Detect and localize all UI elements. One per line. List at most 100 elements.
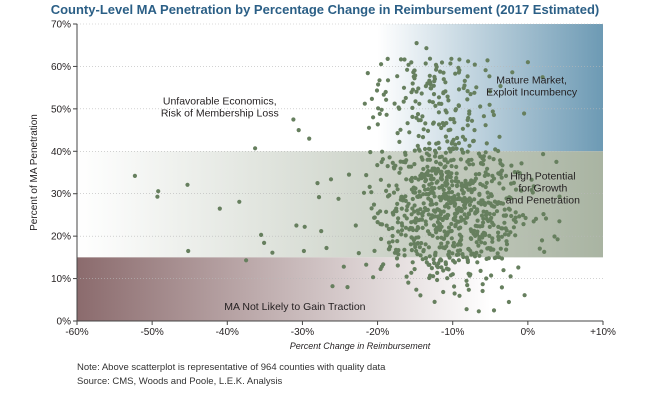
data-point [443,134,448,139]
data-point [423,242,428,247]
data-point [443,89,448,94]
data-point [385,56,390,62]
data-point [423,121,428,126]
data-point [477,191,482,196]
data-point [402,213,407,218]
data-point [384,223,389,228]
data-point [456,252,461,257]
data-point [520,213,526,218]
data-point [471,138,476,143]
data-point [465,123,470,128]
data-point [446,225,452,230]
data-point [431,214,436,219]
data-point [500,226,505,231]
data-point [482,173,487,178]
data-point [495,251,500,256]
data-point [483,123,488,128]
data-point [478,104,483,109]
data-point [372,248,377,253]
data-point [406,201,411,206]
data-point [451,146,456,152]
data-point [429,181,434,186]
band-high-potential [77,151,603,258]
data-point [479,198,484,203]
data-point [356,251,361,256]
data-point [513,233,518,238]
data-point [445,160,450,165]
data-point [501,268,506,273]
data-point [455,135,460,141]
data-point [392,208,397,214]
data-point [478,161,484,166]
data-point [449,171,454,176]
data-point [262,240,267,245]
data-point [454,207,459,212]
data-point [461,217,466,222]
data-point [449,141,454,146]
data-point [516,265,521,270]
data-point [480,282,485,287]
data-point [336,196,341,201]
data-point [270,250,275,255]
data-point [409,270,414,275]
data-point [378,177,383,182]
data-point [491,176,497,181]
data-point [410,196,415,202]
data-point [483,184,488,190]
annotation-high-potential-line: and Penetration [506,194,580,206]
data-point [487,233,492,238]
data-point [291,117,296,122]
data-point [507,207,512,212]
y-tick-label: 50% [51,104,71,115]
data-point [437,146,442,151]
data-point [441,77,446,82]
data-point [501,186,506,191]
data-point [388,244,393,249]
data-point [469,252,474,257]
data-point [439,169,444,174]
data-point [423,208,428,213]
data-point [449,158,454,163]
data-point [461,191,466,196]
data-point [477,171,482,177]
data-point [457,57,462,62]
data-point [132,173,137,178]
data-point [552,234,557,239]
data-point [525,60,531,65]
data-point [386,183,391,188]
x-tick-label: -40% [216,327,239,338]
data-point [454,146,459,151]
data-point [437,195,442,200]
data-point [417,245,422,250]
data-point [557,219,562,224]
data-point [341,264,346,269]
data-point [408,225,413,231]
data-point [506,299,511,305]
data-point [346,172,352,177]
data-point [432,74,437,79]
data-point [442,229,447,234]
data-point [475,229,480,234]
data-point [390,233,395,239]
data-point [424,151,429,156]
data-point [415,143,420,148]
data-point [417,101,422,106]
data-point [431,257,436,262]
data-point [470,187,476,192]
data-point [513,215,518,220]
data-point [386,226,391,232]
data-point [397,139,402,144]
data-point [420,225,425,230]
data-point [467,202,472,207]
data-point [421,184,426,189]
data-point [396,248,401,253]
data-point [438,162,443,167]
data-point [375,163,380,168]
data-point [420,257,425,262]
data-point [459,183,464,188]
data-point [504,242,510,247]
data-point [409,60,414,65]
data-point [439,125,444,131]
data-point [481,220,486,225]
